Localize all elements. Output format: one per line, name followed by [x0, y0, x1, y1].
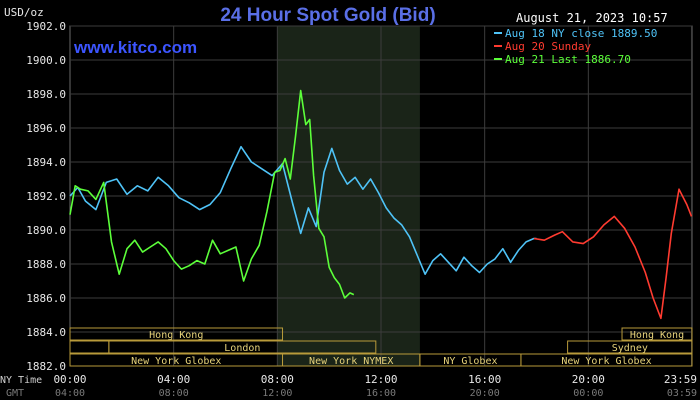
session-band-label: New York Globex: [561, 356, 651, 367]
session-band-label: New York Globex: [131, 356, 221, 367]
x-tick-label-gmt: 03:59: [667, 388, 697, 399]
x-tick-label-ny: 16:00: [468, 373, 501, 386]
x-tick-label-ny: 20:00: [572, 373, 605, 386]
y-tick-label: 1888.0: [26, 258, 66, 271]
legend-label: Aug 20 Sunday: [505, 40, 591, 53]
session-band-label: New York NYMEX: [309, 356, 393, 367]
series-line: [533, 188, 693, 320]
x-tick-label-ny: 00:00: [53, 373, 86, 386]
price-series: [69, 89, 693, 320]
session-band-label: Hong Kong: [630, 330, 684, 341]
y-tick-label: 1896.0: [26, 122, 66, 135]
y-tick-label: 1890.0: [26, 224, 66, 237]
y-tick-label: 1886.0: [26, 292, 66, 305]
y-tick-label: 1892.0: [26, 190, 66, 203]
x-tick-label-gmt: 00:00: [573, 388, 603, 399]
series-line: [69, 145, 537, 276]
y-tick-label: 1882.0: [26, 360, 66, 373]
axis-ticks: 1882.0 1884.0 1886.0 1888.0 1890.0 1892.0 1894…: [26, 20, 697, 399]
x-tick-label-gmt: 20:00: [470, 388, 500, 399]
session-band-label: NY Globex: [443, 356, 497, 367]
session-band-label: Sydney: [612, 343, 648, 354]
gmt-row-label: GMT: [6, 388, 24, 399]
x-tick-label-ny: 08:00: [261, 373, 294, 386]
chart-title: 24 Hour Spot Gold (Bid): [220, 5, 435, 26]
x-tick-label-ny: 12:00: [364, 373, 397, 386]
x-tick-label-ny: 04:00: [157, 373, 190, 386]
ny-time-row-label: NY Time: [0, 375, 42, 386]
y-tick-label: 1884.0: [26, 326, 66, 339]
legend-label: Aug 18 NY close 1889.50: [505, 27, 657, 40]
session-band: [69, 340, 110, 354]
x-tick-label-gmt: 08:00: [159, 388, 189, 399]
x-tick-label-ny: 23:59: [664, 373, 697, 386]
y-tick-label: 1900.0: [26, 54, 66, 67]
y-axis-unit-label: USD/oz: [4, 6, 44, 19]
session-band: [108, 340, 377, 354]
website-label[interactable]: www.kitco.com: [73, 38, 197, 57]
session-band: [567, 340, 693, 354]
session-band: [621, 327, 693, 341]
session-bands: Hong Kong Hong Kong London Sydney New York G…: [69, 327, 693, 367]
x-tick-label-gmt: 04:00: [55, 388, 85, 399]
y-tick-label: 1902.0: [26, 20, 66, 33]
session-band: [520, 353, 693, 367]
y-tick-label: 1898.0: [26, 88, 66, 101]
session-band-label: London: [224, 343, 260, 354]
series-line: [69, 89, 355, 299]
y-tick-label: 1894.0: [26, 156, 66, 169]
session-band: [69, 327, 284, 341]
timestamp: August 21, 2023 10:57: [516, 11, 668, 25]
x-tick-label-gmt: 12:00: [262, 388, 292, 399]
legend-label: Aug 21 Last 1886.70: [505, 53, 631, 66]
x-tick-label-gmt: 16:00: [366, 388, 396, 399]
session-band-label: Hong Kong: [149, 330, 203, 341]
